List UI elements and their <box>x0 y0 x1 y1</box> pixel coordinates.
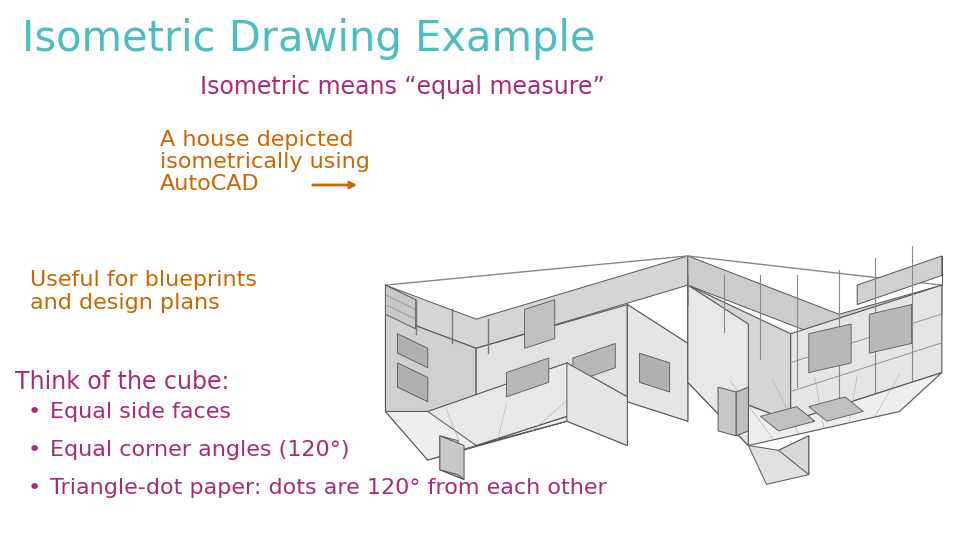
Polygon shape <box>639 353 670 392</box>
Text: A house depicted: A house depicted <box>160 130 353 150</box>
Text: AutoCAD: AutoCAD <box>160 174 259 194</box>
Text: and design plans: and design plans <box>30 293 220 313</box>
Polygon shape <box>385 256 687 348</box>
Polygon shape <box>736 387 749 436</box>
Text: Think of the cube:: Think of the cube: <box>15 370 229 394</box>
Polygon shape <box>870 305 912 353</box>
Polygon shape <box>507 358 549 397</box>
Polygon shape <box>440 436 458 475</box>
Polygon shape <box>440 470 464 480</box>
Polygon shape <box>808 324 852 373</box>
Polygon shape <box>628 305 687 421</box>
Text: Useful for blueprints: Useful for blueprints <box>30 270 257 290</box>
Polygon shape <box>385 285 416 329</box>
Polygon shape <box>397 363 428 402</box>
Polygon shape <box>687 285 791 421</box>
Text: Equal corner angles (120°): Equal corner angles (120°) <box>50 440 349 460</box>
Polygon shape <box>573 343 615 382</box>
Polygon shape <box>779 436 808 475</box>
Polygon shape <box>791 285 942 421</box>
Polygon shape <box>857 256 942 305</box>
Polygon shape <box>749 436 808 484</box>
Polygon shape <box>628 305 687 421</box>
Text: •: • <box>28 402 41 422</box>
Polygon shape <box>760 407 815 431</box>
Polygon shape <box>566 363 628 445</box>
Polygon shape <box>385 411 566 460</box>
Text: isometrically using: isometrically using <box>160 152 370 172</box>
Polygon shape <box>718 387 736 436</box>
Polygon shape <box>397 334 428 368</box>
Polygon shape <box>476 305 628 445</box>
Polygon shape <box>476 397 628 445</box>
Polygon shape <box>385 363 628 445</box>
Polygon shape <box>808 397 863 421</box>
Polygon shape <box>440 436 464 480</box>
Polygon shape <box>385 314 476 446</box>
Polygon shape <box>687 285 749 446</box>
Polygon shape <box>524 300 555 348</box>
Text: Isometric means “equal measure”: Isometric means “equal measure” <box>200 75 605 99</box>
Polygon shape <box>385 411 476 460</box>
Polygon shape <box>687 373 942 446</box>
Text: Isometric Drawing Example: Isometric Drawing Example <box>22 18 595 60</box>
Text: •: • <box>28 440 41 460</box>
Text: Equal side faces: Equal side faces <box>50 402 231 422</box>
Text: Triangle-dot paper: dots are 120° from each other: Triangle-dot paper: dots are 120° from e… <box>50 478 607 498</box>
Polygon shape <box>687 256 942 343</box>
Text: •: • <box>28 478 41 498</box>
